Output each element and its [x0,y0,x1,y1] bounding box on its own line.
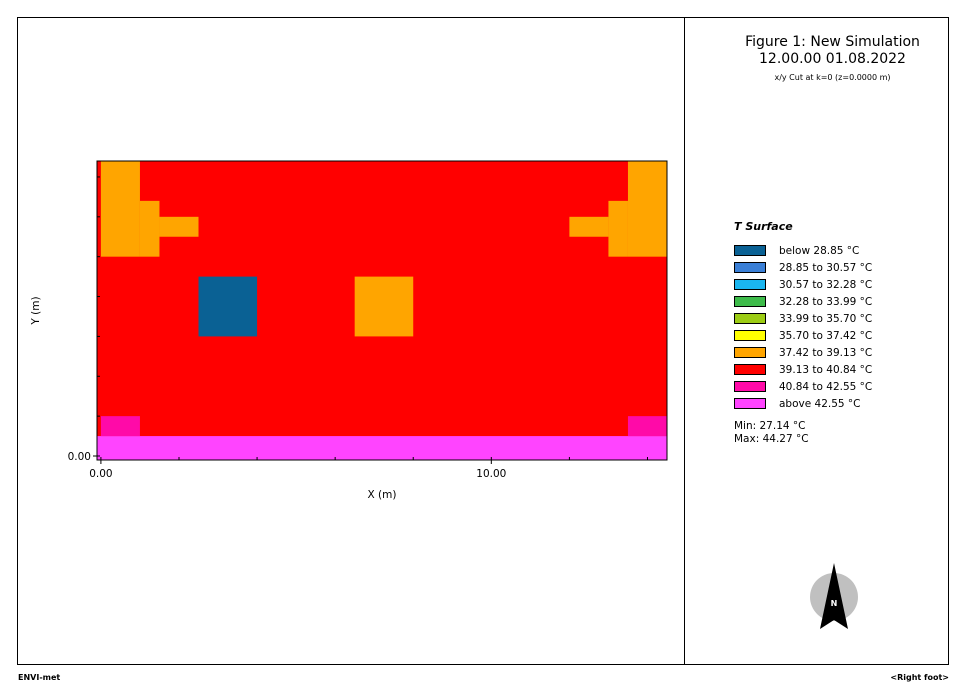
heatmap-cell [159,216,199,237]
legend-item: below 28.85 °C [734,242,872,259]
legend-swatch [734,262,766,273]
legend-swatch [734,245,766,256]
heatmap-cell [100,416,140,437]
legend-swatch [734,296,766,307]
heatmap-plot: 0.00 10.00 0.00 X (m) Y (m) [30,160,668,501]
legend-item: 30.57 to 32.28 °C [734,276,872,293]
y-axis-label: Y (m) [30,296,42,325]
legend-item: above 42.55 °C [734,395,872,412]
max-value: Max: 44.27 °C [734,433,809,445]
x-axis-label: X (m) [368,489,397,501]
min-value: Min: 27.14 °C [734,420,806,432]
legend-swatch [734,330,766,341]
legend-label: 32.28 to 33.99 °C [779,295,873,308]
legend-item: 35.70 to 37.42 °C [734,327,872,344]
cut-info: x/y Cut at k=0 (z=0.0000 m) [774,73,891,82]
heatmap-cell [608,200,628,257]
legend-label: 30.57 to 32.28 °C [779,278,873,291]
legend-title: T Surface [734,220,793,233]
legend-label: below 28.85 °C [779,244,860,257]
north-arrow-icon: N [810,563,858,629]
heatmap-cell [627,161,667,257]
heatmap-cell [627,416,667,437]
legend-item: 40.84 to 42.55 °C [734,378,872,395]
heatmap-cell [569,216,609,237]
legend-label: 40.84 to 42.55 °C [779,380,873,393]
legend: below 28.85 °C 28.85 to 30.57 °C 30.57 to … [734,242,872,412]
north-label: N [831,599,838,608]
legend-swatch [734,347,766,358]
heatmap-cell [100,161,140,257]
figure-frame [17,17,949,665]
legend-label: 28.85 to 30.57 °C [779,261,873,274]
legend-item: 28.85 to 30.57 °C [734,259,872,276]
legend-swatch [734,381,766,392]
legend-label: above 42.55 °C [779,397,861,410]
heatmap-cell [354,276,414,337]
legend-item: 32.28 to 33.99 °C [734,293,872,310]
legend-item: 33.99 to 35.70 °C [734,310,872,327]
figure-title: Figure 1: New Simulation [745,34,920,50]
figure-datetime: 12.00.00 01.08.2022 [759,51,906,67]
x-tick-label: 0.00 [89,468,112,480]
footer-left: ENVI-met [18,673,61,682]
legend-swatch [734,364,766,375]
legend-swatch [734,313,766,324]
plot-border [96,160,668,461]
panel-divider [684,17,685,665]
legend-item: 39.13 to 40.84 °C [734,361,872,378]
legend-label: 35.70 to 37.42 °C [779,329,873,342]
legend-swatch [734,398,766,409]
heatmap-cell [198,276,258,337]
legend-label: 37.42 to 39.13 °C [779,346,873,359]
x-tick-label: 10.00 [476,468,506,480]
legend-label: 39.13 to 40.84 °C [779,363,873,376]
y-tick-label: 0.00 [68,451,91,463]
heatmap-cell [97,436,667,460]
legend-item: 37.42 to 39.13 °C [734,344,872,361]
legend-swatch [734,279,766,290]
heatmap-cell [139,200,160,257]
footer-right: <Right foot> [890,673,949,682]
legend-label: 33.99 to 35.70 °C [779,312,873,325]
